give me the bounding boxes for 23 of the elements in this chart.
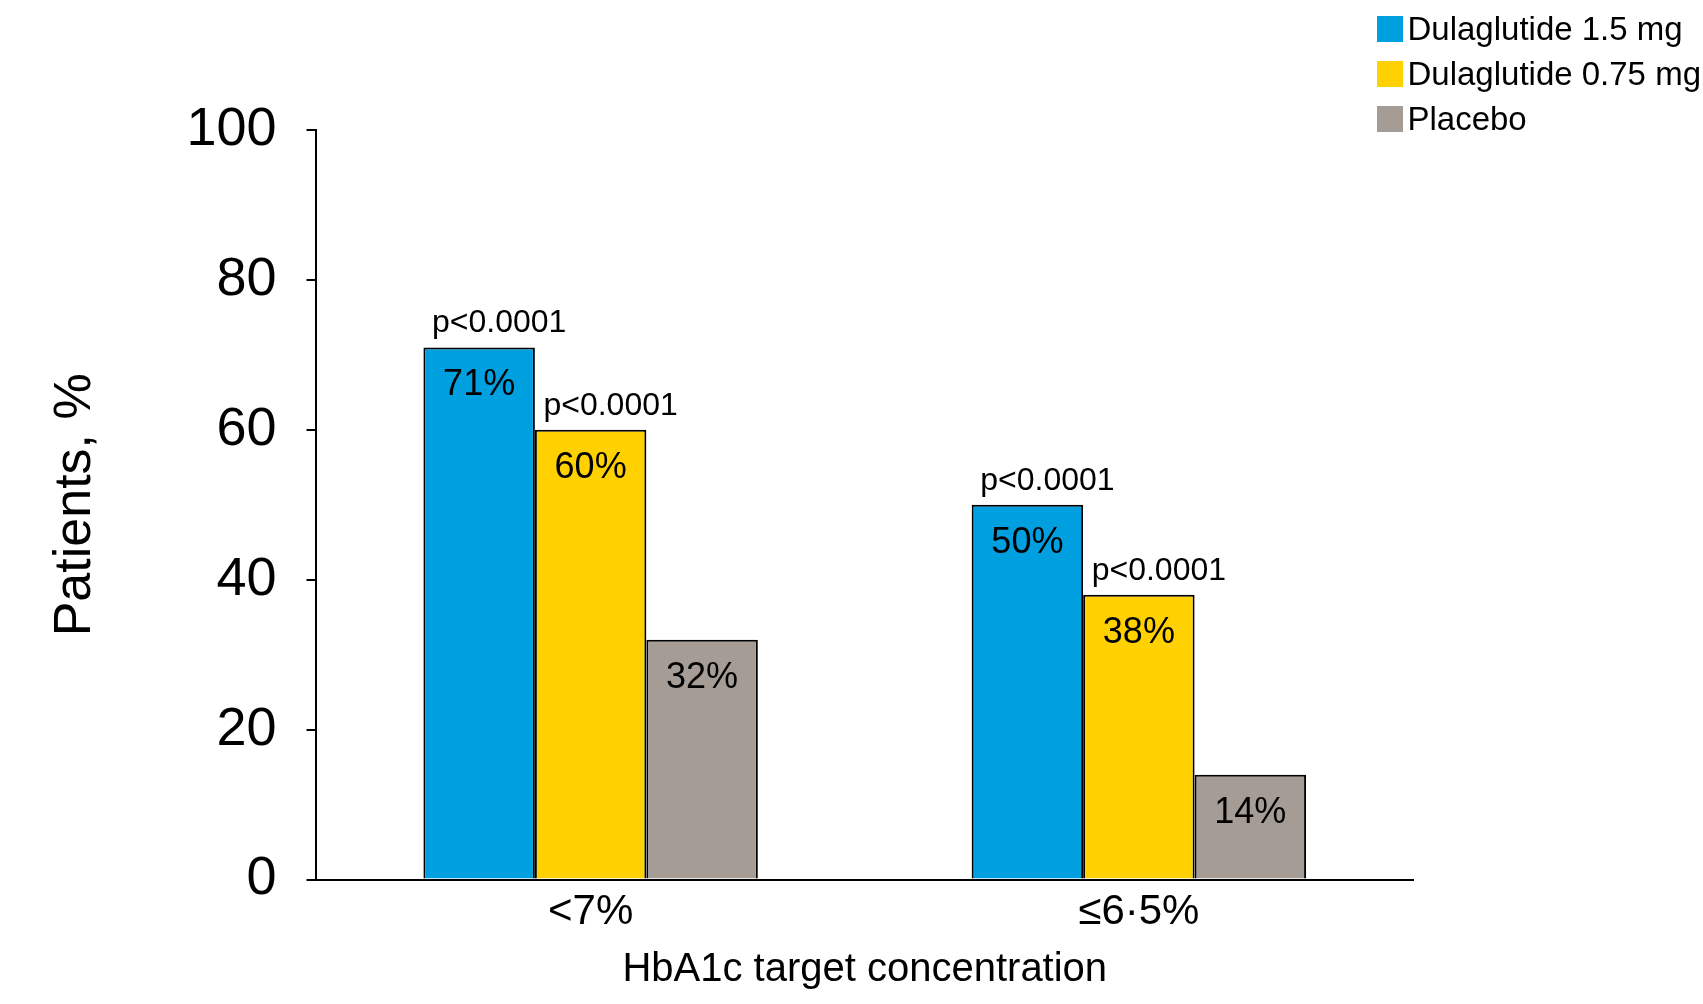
y-tick-label: 40 <box>216 545 277 606</box>
legend-label: Dulaglutide 0.75 mg <box>1407 54 1701 94</box>
legend-label: Dulaglutide 1.5 mg <box>1407 9 1683 49</box>
legend-label: Placebo <box>1407 99 1527 139</box>
data-label: 50% <box>991 519 1064 561</box>
annotation: p<0.0001 <box>980 460 1115 497</box>
x-tick-label: <7% <box>548 886 634 934</box>
y-tick-label: 20 <box>216 695 277 756</box>
annotation: p<0.0001 <box>543 385 678 422</box>
annotation: p<0.0001 <box>1091 550 1227 587</box>
x-tick-label: ≤6·5% <box>1078 886 1200 934</box>
y-axis-title: Patients, % <box>42 373 101 637</box>
y-tick-label: 60 <box>216 395 277 456</box>
x-axis-title: HbA1c target concentration <box>622 945 1108 990</box>
data-label: 32% <box>666 654 739 696</box>
data-label: 71% <box>443 362 516 404</box>
annotation: p<0.0001 <box>431 303 567 340</box>
y-tick-label: 80 <box>216 245 277 306</box>
data-label: 60% <box>554 444 627 486</box>
y-tick-label: 100 <box>186 95 277 156</box>
data-label: 38% <box>1102 609 1175 651</box>
data-label: 14% <box>1214 789 1287 831</box>
y-tick-label: 0 <box>246 845 277 906</box>
